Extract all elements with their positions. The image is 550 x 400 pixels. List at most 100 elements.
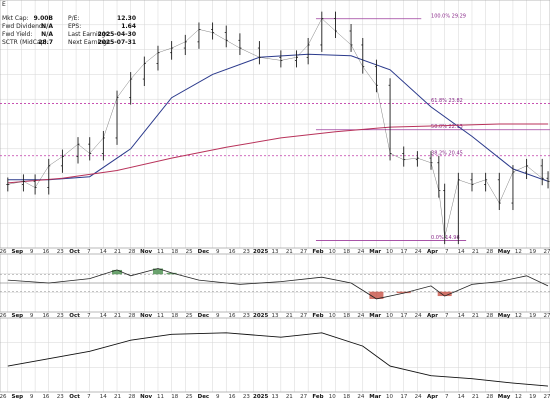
x-tick-label: Dec <box>198 249 210 255</box>
x-tick-label: 7 <box>445 394 449 400</box>
x-tick-label: 11 <box>157 249 164 255</box>
pe-value: 12.30 <box>117 15 136 22</box>
x-tick-label: 28 <box>486 394 493 400</box>
panel-frame <box>0 317 550 393</box>
price-bar <box>238 33 242 56</box>
x-tick-label: 10 <box>386 249 393 255</box>
sma200-line <box>7 123 548 184</box>
x-tick-label: 23 <box>243 249 250 255</box>
x-tick-label: 25 <box>186 249 193 255</box>
symbol-fragment: E <box>2 1 6 8</box>
x-tick-label: 9 <box>30 313 34 319</box>
price-bar <box>197 22 201 49</box>
x-tick-label: Feb <box>312 313 323 319</box>
x-tick-label: May <box>498 313 511 319</box>
price-bar <box>415 151 419 167</box>
price-bar <box>115 90 119 145</box>
x-tick-label: 17 <box>400 249 407 255</box>
x-tick-label: 27 <box>300 394 307 400</box>
sctr-value: 28.7 <box>38 39 53 46</box>
momentum-indicator <box>0 268 550 300</box>
x-tick-label: Mar <box>369 394 381 400</box>
x-tick-label: 23 <box>57 249 64 255</box>
x-tick-label: 16 <box>42 249 49 255</box>
momentum-negative-fill <box>437 291 452 297</box>
price-bar <box>129 72 133 105</box>
price-bar <box>170 41 174 60</box>
x-tick-label: 21 <box>286 394 293 400</box>
x-tick-label: 27 <box>544 249 550 255</box>
x-tick-label: 9 <box>30 249 34 255</box>
x-tick-label: 21 <box>286 313 293 319</box>
x-tick-label: 14 <box>458 394 465 400</box>
sctr-label: SCTR (MidCap): <box>2 39 49 46</box>
x-tick-label: 24 <box>415 313 422 319</box>
x-tick-label: 9 <box>216 249 220 255</box>
x-tick-label: 2025 <box>253 313 268 319</box>
x-tick-label: May <box>498 249 511 255</box>
pe-label: P/E: <box>68 15 79 22</box>
price-bar <box>76 137 80 164</box>
x-tick-label: 28 <box>128 249 135 255</box>
x-tick-label: 25 <box>186 313 193 319</box>
price-bar <box>470 172 474 192</box>
x-tick-label: 19 <box>529 394 536 400</box>
x-tick-label: 17 <box>400 313 407 319</box>
x-tick-label: Apr <box>427 313 438 319</box>
price-bar <box>497 172 501 211</box>
x-tick-label: Oct <box>69 313 80 319</box>
x-tick-label: Nov <box>140 394 152 400</box>
x-tick-label: 10 <box>329 249 336 255</box>
x-tick-label: 23 <box>243 313 250 319</box>
x-tick-label: Feb <box>312 249 323 255</box>
x-tick-label: 19 <box>529 249 536 255</box>
x-tick-label: 13 <box>272 313 279 319</box>
x-tick-label: 14 <box>100 249 107 255</box>
x-tick-label: 2025 <box>253 394 268 400</box>
fib-level-label: 50.0% 22.13 <box>431 124 463 130</box>
x-tick-label: 7 <box>445 249 449 255</box>
x-tick-label: 25 <box>186 394 193 400</box>
x-tick-label: 11 <box>157 394 164 400</box>
price-bar <box>546 171 550 189</box>
x-tick-label: 10 <box>329 394 336 400</box>
ratio-line <box>7 332 549 387</box>
x-tick-label: 10 <box>329 313 336 319</box>
relative-strength-line <box>7 332 549 387</box>
price-series <box>6 11 550 245</box>
last-earnings-value: 2025-04-30 <box>98 31 136 38</box>
momentum-positive-fill <box>152 268 163 275</box>
price-bar <box>294 50 298 68</box>
x-tick-label: 28 <box>128 313 135 319</box>
next-earnings-value: 2025-07-31 <box>98 39 136 46</box>
x-tick-label: 23 <box>57 394 64 400</box>
x-tick-label: May <box>498 394 511 400</box>
x-tick-label: 26 <box>0 249 7 255</box>
x-tick-label: 23 <box>57 313 64 319</box>
x-tick-label: 23 <box>243 394 250 400</box>
fwd-dividend-value: N/A <box>41 23 53 30</box>
price-bar <box>374 59 378 93</box>
x-tick-label: Apr <box>427 394 438 400</box>
x-tick-label: 21 <box>114 394 121 400</box>
price-bar <box>60 149 64 173</box>
eps-label: EPS: <box>68 23 81 30</box>
momentum-line <box>7 268 549 300</box>
momentum-positive-fill <box>166 272 177 275</box>
x-tick-label: 21 <box>472 313 479 319</box>
price-bar <box>33 174 37 195</box>
last-earnings-label: Last Earnings: <box>68 31 110 38</box>
x-tick-label: 28 <box>486 313 493 319</box>
x-tick-label: 12 <box>515 394 522 400</box>
x-tick-label: 24 <box>415 394 422 400</box>
x-tick-label: 28 <box>128 394 135 400</box>
x-tick-label: Nov <box>140 249 152 255</box>
eps-value: 1.64 <box>121 23 136 30</box>
x-tick-label: 12 <box>515 313 522 319</box>
x-tick-label: 11 <box>157 313 164 319</box>
price-bar <box>142 56 146 87</box>
fwd-yield-value: N/A <box>41 31 53 38</box>
x-tick-label: 24 <box>415 249 422 255</box>
